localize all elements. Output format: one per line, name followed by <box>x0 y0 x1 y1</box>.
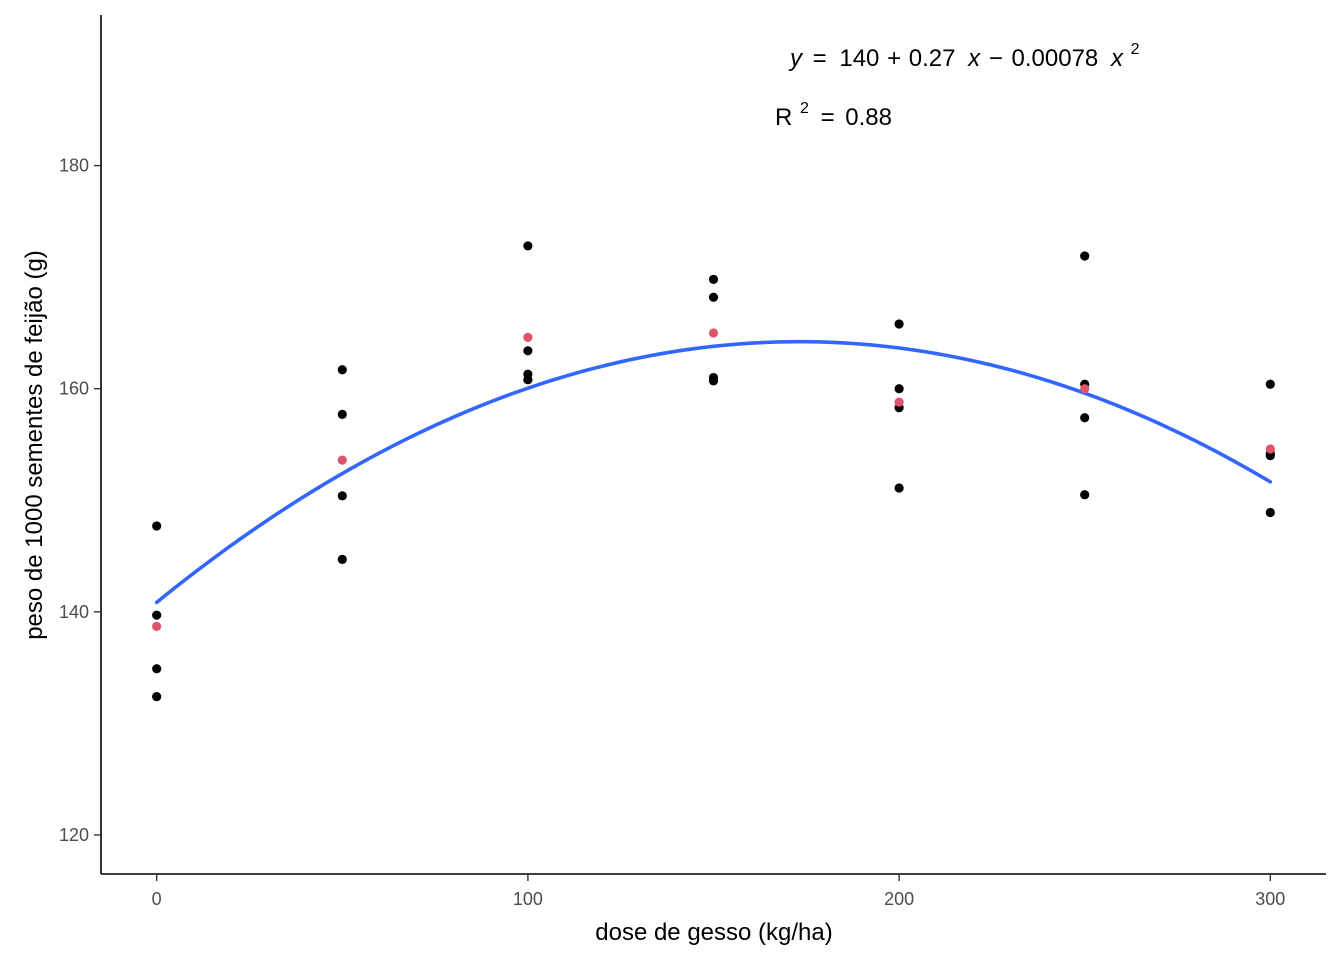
observation-point <box>523 241 533 251</box>
r2-annotation: R 2 = 0.88 <box>775 92 892 131</box>
observation-point <box>1265 379 1275 389</box>
axes <box>100 15 1326 875</box>
x-tick-label: 100 <box>513 889 543 909</box>
r2-value: 0.88 <box>845 104 892 131</box>
observation-point <box>1080 251 1090 261</box>
observation-point <box>708 292 719 302</box>
x-tick-label: 0 <box>152 889 162 909</box>
observation-point <box>523 375 533 385</box>
equation-annotation: y = 140 + 0.27 x − 0.00078 x 2 <box>788 41 1140 72</box>
observation-point <box>708 376 719 386</box>
observation-point <box>337 365 347 375</box>
r2-label: R <box>775 104 792 131</box>
x-axis-title: dose de gesso (kg/ha) <box>595 919 832 946</box>
y-tick-label: 160 <box>59 379 89 399</box>
r2-equals: = <box>821 104 835 131</box>
equation-intercept: 140 <box>839 45 879 72</box>
mean-point <box>337 455 347 465</box>
observation-point <box>1080 490 1090 500</box>
observation-point <box>708 274 719 284</box>
observation-point <box>1080 413 1090 423</box>
x-tick-label: 300 <box>1255 889 1285 909</box>
observation-point <box>1265 507 1275 518</box>
observation-point <box>523 346 533 356</box>
data-points-layer <box>152 241 1275 702</box>
y-tick-label: 120 <box>59 825 89 845</box>
y-tick-label: 180 <box>59 156 89 176</box>
observation-point <box>337 554 347 565</box>
svg-text:y = 140: y = 140 + 0.27 x − 0.00078 x 2 <box>788 41 1140 72</box>
equation-b1: 0.27 <box>909 45 956 72</box>
observation-point <box>894 319 904 329</box>
x-tick-label: 200 <box>884 889 914 909</box>
mean-point <box>708 328 719 338</box>
mean-point <box>1265 444 1275 454</box>
equation-plus: + <box>887 45 901 72</box>
mean-point <box>894 397 904 407</box>
observation-point <box>152 521 162 531</box>
equation-b2: 0.00078 <box>1012 45 1099 72</box>
r2-exponent: 2 <box>800 100 809 117</box>
observation-point <box>152 692 162 702</box>
equation-x2: x <box>1110 45 1124 72</box>
observation-point <box>337 491 347 501</box>
observation-point <box>894 483 904 493</box>
observation-point <box>337 409 347 419</box>
equation-minus: − <box>989 45 1003 72</box>
observation-point <box>152 664 162 674</box>
mean-point <box>1080 384 1090 394</box>
equation-equals: = <box>813 45 827 72</box>
y-tick-label: 140 <box>59 602 89 622</box>
svg-text:R 2 =: R 2 = 0.88 <box>775 92 892 131</box>
observation-point <box>894 384 904 394</box>
axis-ticks: 0 100 200 300 120 140 160 180 <box>59 156 1285 909</box>
y-axis-title: peso de 1000 sementes de feijão (g) <box>21 250 48 640</box>
equation-exponent: 2 <box>1131 41 1140 58</box>
mean-point <box>152 621 162 631</box>
equation-x1: x <box>967 45 981 72</box>
mean-point <box>523 332 533 343</box>
observation-point <box>152 610 162 620</box>
equation-y: y <box>788 45 804 72</box>
observation-point <box>1265 451 1275 461</box>
